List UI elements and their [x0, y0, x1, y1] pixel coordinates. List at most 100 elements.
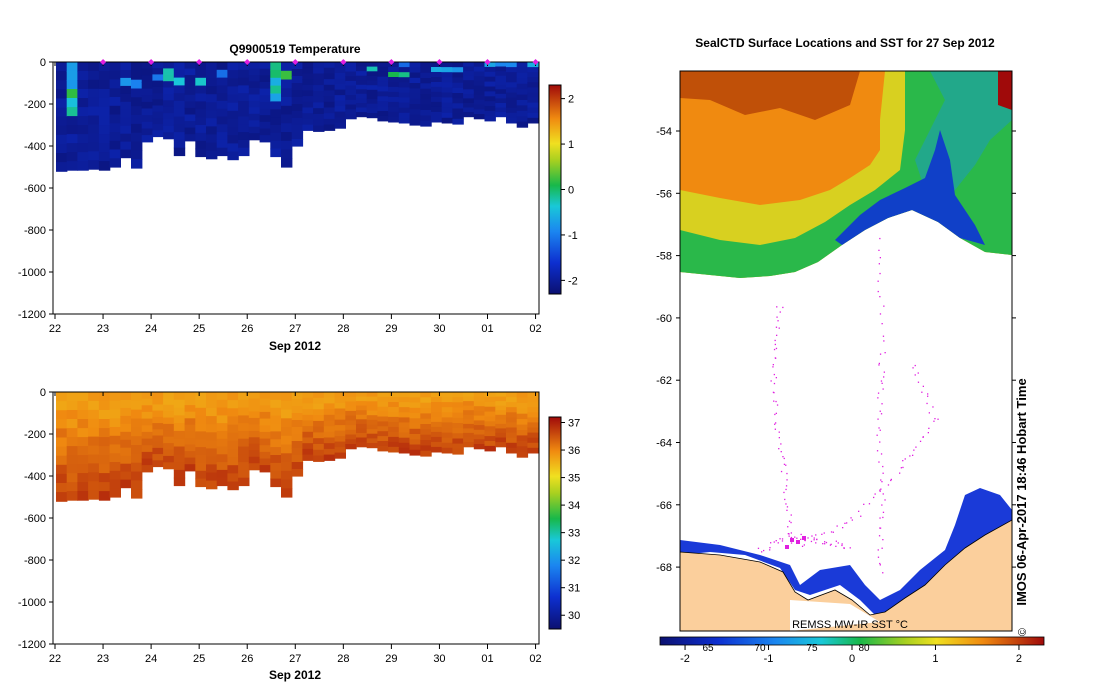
seal-location-point [922, 436, 924, 438]
section-cell [77, 464, 89, 474]
section-cell [173, 139, 186, 149]
section-cell [88, 70, 100, 81]
seal-location-point [890, 479, 892, 482]
section-cell [302, 454, 314, 461]
section-cell [281, 123, 293, 133]
section-cell [473, 439, 486, 445]
section-cell [484, 115, 496, 122]
section-cell [452, 108, 464, 115]
section-cell [334, 447, 346, 454]
section-cell [313, 426, 325, 433]
section-cell [152, 423, 164, 430]
section-cell [173, 147, 186, 157]
section-cell [388, 411, 400, 418]
section-cell [238, 454, 250, 463]
section-cell [506, 442, 518, 449]
section-cell [452, 72, 464, 79]
section-cell [184, 101, 196, 109]
section-cell [420, 120, 432, 127]
section-cell [463, 75, 475, 81]
section-cell [88, 400, 100, 411]
section-cell [441, 67, 454, 73]
section-cell [495, 442, 507, 448]
section-cell [463, 66, 475, 72]
section-cell [431, 82, 443, 88]
section-cell [216, 399, 229, 409]
seal-location-point [835, 545, 837, 547]
section-cell [452, 423, 464, 429]
section-cell [313, 409, 325, 416]
section-cell [291, 111, 304, 119]
section-cell [56, 107, 68, 118]
y-tick-label: 0 [40, 387, 46, 399]
section-cell [195, 140, 207, 150]
salinity-x-axis: 22 23 24 25 26 27 28 29 30 01 02 [49, 392, 542, 665]
section-cell [452, 113, 464, 120]
section-cell [248, 120, 261, 128]
section-cell [238, 430, 250, 440]
seal-location-point [757, 547, 760, 549]
section-cell [441, 87, 454, 94]
x-tick-label: 02 [529, 653, 541, 665]
section-cell [420, 429, 432, 436]
section-cell [313, 62, 325, 69]
section-cell [88, 481, 100, 491]
section-cell [356, 396, 368, 402]
section-cell [506, 417, 518, 424]
section-cell [495, 98, 507, 104]
section-cell [431, 72, 443, 78]
seal-location-point [878, 362, 880, 365]
section-cell [109, 427, 121, 437]
x-tick-label: 02 [529, 323, 541, 335]
y-tick-label: -1200 [18, 309, 46, 321]
section-cell [56, 116, 68, 127]
section-cell [238, 399, 250, 409]
section-cell [495, 428, 507, 434]
section-cell [506, 422, 518, 429]
section-cell [152, 111, 164, 119]
seal-location-point [877, 556, 880, 558]
section-cell [441, 422, 454, 429]
section-cell [77, 455, 89, 465]
section-cell [184, 437, 196, 446]
seal-location-point [904, 458, 906, 460]
salinity-data-layer [56, 392, 539, 502]
seal-location-point [878, 364, 880, 366]
seal-location-point [890, 478, 892, 481]
section-cell [259, 101, 271, 110]
section-cell [388, 116, 400, 123]
section-cell [120, 109, 132, 119]
section-cell [484, 76, 496, 83]
section-cell [120, 400, 132, 409]
section-cell [420, 67, 432, 74]
section-cell [163, 411, 175, 419]
section-cell [334, 122, 346, 129]
section-cell [409, 407, 421, 414]
section-cell [238, 85, 250, 94]
section-cell [141, 68, 154, 76]
section-cell [281, 79, 293, 89]
section-cell [313, 67, 325, 75]
section-cell [98, 464, 111, 474]
section-cell [431, 407, 443, 413]
section-cell [366, 410, 379, 416]
section-cell [98, 161, 111, 171]
section-cell [313, 79, 325, 86]
section-cell [356, 103, 368, 109]
section-cell [195, 415, 207, 425]
salinity-colorbar-ticks: 37 36 35 34 33 32 31 30 [561, 418, 580, 622]
section-cell [141, 418, 154, 426]
section-cell [259, 418, 271, 426]
section-cell [345, 439, 357, 445]
section-cell [495, 103, 507, 109]
seal-location-point [882, 472, 884, 474]
section-cell [388, 421, 400, 428]
section-cell [377, 91, 389, 97]
seal-location-point [781, 540, 784, 542]
section-cell [184, 107, 196, 116]
section-cell [66, 419, 79, 429]
section-cell [98, 152, 111, 162]
section-cell [366, 103, 379, 109]
sst-colorbar-secondary-label: 75 [806, 643, 818, 654]
section-cell [259, 458, 271, 466]
